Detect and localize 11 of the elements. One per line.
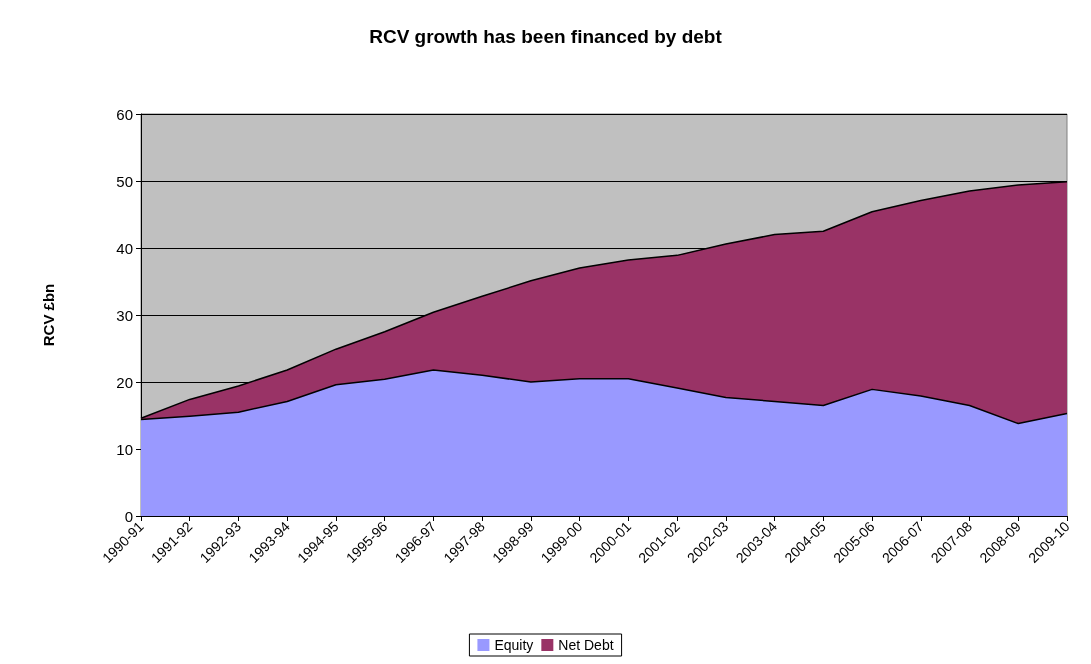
y-axis-title: RCV £bn [40,283,57,347]
y-tick-label: 10 [116,440,133,458]
y-tick-label: 40 [116,239,133,257]
legend-label: Equity [494,637,534,653]
y-tick-label: 20 [116,373,133,391]
y-tick-label: 30 [116,306,133,324]
legend-label: Net Debt [558,637,614,653]
y-tick-label: 60 [116,105,133,123]
chart-title: RCV growth has been financed by debt [369,26,723,47]
y-tick-label: 0 [124,507,133,525]
y-tick-label: 50 [116,172,133,190]
